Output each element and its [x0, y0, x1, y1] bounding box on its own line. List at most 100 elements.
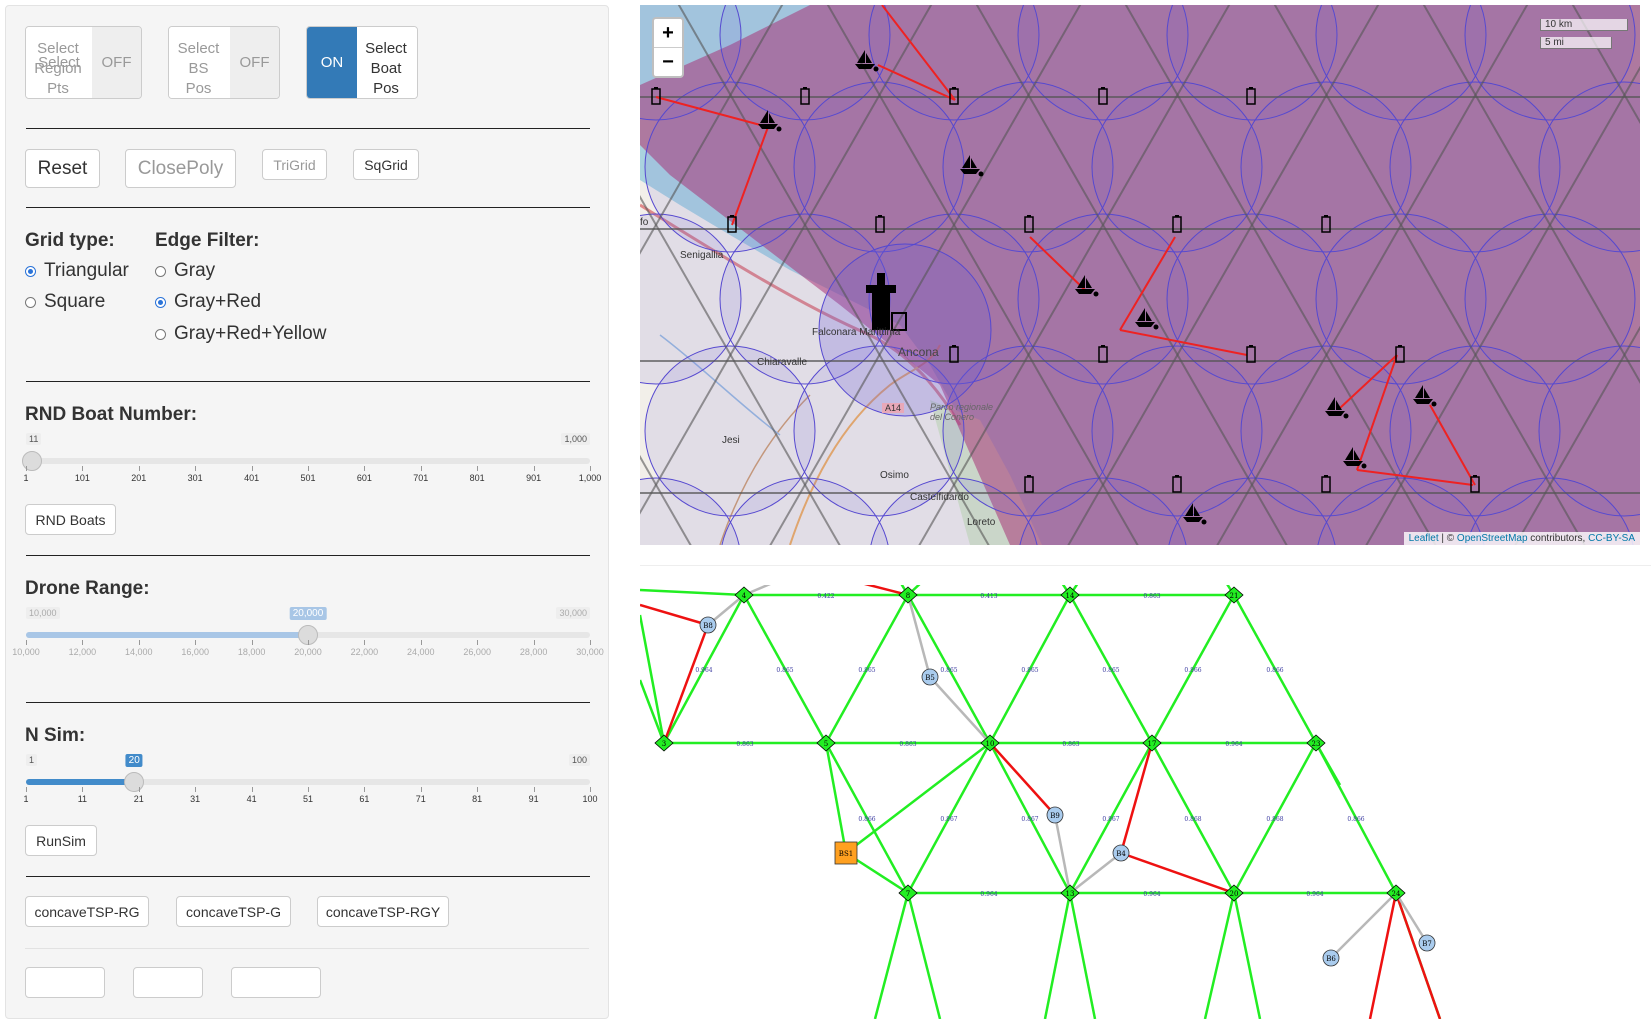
- osm-link[interactable]: OpenStreetMap: [1456, 533, 1528, 544]
- coverage-circle: [1315, 213, 1487, 385]
- edge-weight-label: 0.865: [1021, 667, 1038, 674]
- more-button[interactable]: [25, 967, 105, 998]
- edge-weight-label: 0.868: [1266, 816, 1283, 823]
- grid-type-title: Grid type:: [25, 230, 115, 251]
- grid-edge: [918, 5, 1231, 545]
- graph-canvas: 0.422 0.413 0.863 0.863 0.863 0.863 0.964 0.964…: [640, 585, 1442, 1019]
- boat-node: [699, 616, 717, 634]
- battery-icon: [1324, 475, 1328, 477]
- concave-tsp-rg-button[interactable]: concaveTSP-RG: [25, 896, 149, 927]
- boat-node: [1418, 934, 1436, 952]
- control-sidebar: Select OFF Select Region Pts OFF Select …: [5, 5, 609, 1019]
- slider-tick-label: 801: [469, 473, 485, 483]
- map-canvas[interactable]: [640, 5, 1640, 545]
- graph-edge-green: [640, 588, 745, 597]
- select-boat-toggle[interactable]: ON: [306, 26, 418, 99]
- zoom-out-button[interactable]: −: [654, 47, 682, 76]
- grid-type-triangular-radio[interactable]: Triangular: [25, 260, 129, 282]
- drone-range-slider[interactable]: 10,000 30,000 20,000 10,000 12,000 14,000 1…: [12, 607, 604, 667]
- select-bs-toggle[interactable]: OFF: [168, 26, 280, 99]
- slider-tick-label: 10,000: [12, 647, 40, 657]
- nsim-slider[interactable]: 1 100 20 1 11 21 31 41 51 61 71 81 91 100: [23, 754, 598, 814]
- edge-weight-label: 0.866: [1266, 667, 1283, 674]
- grid-node: [1306, 734, 1326, 752]
- license-link[interactable]: CC-BY-SA: [1588, 533, 1635, 544]
- grid-edge: [1422, 5, 1640, 384]
- sq-grid-button[interactable]: SqGrid: [353, 149, 419, 180]
- graph-edge-red: [1368, 892, 1398, 1019]
- grid-node: [898, 586, 918, 604]
- coverage-circle: [719, 5, 891, 121]
- grid-node-label: 3: [662, 740, 666, 748]
- toggle-label-text: Select: [38, 53, 80, 71]
- edge-weight-label: 0.863: [899, 741, 916, 748]
- grid-node: [1060, 586, 1080, 604]
- slider-tick-label: 11: [77, 794, 88, 804]
- reset-button[interactable]: Reset: [25, 149, 100, 188]
- grid-edge: [1571, 5, 1640, 124]
- boat-number-slider[interactable]: 11 1,000 1 101 201 301 401 501 601 701 801 901 1,0…: [21, 433, 601, 493]
- battery-icon: [1249, 87, 1253, 89]
- slider-tick: [364, 640, 366, 645]
- graph-edge-gray: [929, 676, 991, 744]
- edge-filter-gray-radio[interactable]: Gray: [155, 260, 215, 282]
- slider-bar: [26, 779, 135, 785]
- boat-icon: [1185, 503, 1193, 516]
- graph-edge-green: [1203, 892, 1236, 1019]
- leaflet-link[interactable]: Leaflet: [1408, 533, 1439, 544]
- battery-icon: [654, 87, 658, 89]
- zoom-in-button[interactable]: +: [662, 21, 674, 44]
- coverage-circle: [1017, 5, 1189, 121]
- graph-edge-green: [1068, 892, 1097, 1019]
- route-edge: [1429, 404, 1476, 486]
- slider-tick-label: 61: [359, 794, 370, 804]
- slider-tick-label: 1,000: [578, 473, 602, 483]
- lighthouse-icon: [872, 290, 890, 330]
- grid-edge: [640, 194, 841, 545]
- slider-tick-label: 22,000: [350, 647, 379, 657]
- edge-weight-label: 0.964: [1143, 891, 1160, 898]
- grid-node: [734, 586, 754, 604]
- lighthouse-icon: [877, 273, 885, 285]
- divider: [26, 555, 590, 556]
- boat-node-label: B6: [1326, 955, 1336, 963]
- boat-marker: [1093, 291, 1099, 297]
- coverage-circle: [1166, 213, 1338, 385]
- run-sim-button[interactable]: RunSim: [25, 825, 97, 856]
- boat-node-label: B4: [1116, 850, 1126, 858]
- grid-type-square-radio[interactable]: Square: [25, 291, 105, 313]
- boat-node: [1112, 844, 1130, 862]
- close-poly-button[interactable]: ClosePoly: [125, 149, 236, 188]
- slider-ticks: 1 11 21 31 41 51 61 71 81 91 100: [23, 787, 598, 807]
- coverage-circle: [1464, 5, 1636, 121]
- more-button[interactable]: [133, 967, 203, 998]
- graph-edge-green: [906, 594, 992, 744]
- edge-weight-label: 0.863: [1143, 593, 1160, 600]
- graph-edge-green: [907, 585, 921, 596]
- edge-weight-label: 0.422: [817, 593, 834, 600]
- coverage-circle: [640, 477, 740, 545]
- edge-weight-label: 0.866: [858, 816, 875, 823]
- tri-grid-button[interactable]: TriGrid: [262, 149, 327, 180]
- more-button[interactable]: [231, 967, 321, 998]
- boat-node-label: B7: [1422, 940, 1432, 948]
- boat-toggle-text: Select Boat Pos: [356, 39, 416, 99]
- grid-edge: [1067, 5, 1380, 545]
- graph-edge-green: [906, 892, 942, 1019]
- concave-tsp-g-button[interactable]: concaveTSP-G: [176, 896, 291, 927]
- attrib-text: | ©: [1438, 533, 1457, 544]
- graph-edge-gray: [906, 594, 932, 678]
- slider-tick: [82, 466, 84, 471]
- coverage-circle: [1389, 345, 1561, 517]
- slider-max-label: 30,000: [556, 607, 590, 619]
- edge-filter-gray-red-radio[interactable]: Gray+Red: [155, 291, 261, 313]
- grid-node-label: 10: [986, 740, 995, 748]
- concave-tsp-rgy-button[interactable]: concaveTSP-RGY: [317, 896, 449, 927]
- edge-filter-gray-red-yellow-radio[interactable]: Gray+Red+Yellow: [155, 323, 326, 345]
- rnd-boats-button[interactable]: RND Boats: [25, 504, 116, 535]
- leaflet-map[interactable]: + − 10 km 5 mi Senigallia Falconara Mari…: [640, 5, 1640, 545]
- select-region-toggle[interactable]: Select OFF: [25, 26, 142, 99]
- graph-edge-red: [863, 585, 909, 597]
- grid-node-label: 24: [1392, 890, 1401, 898]
- graph-edge-red: [1394, 892, 1442, 1019]
